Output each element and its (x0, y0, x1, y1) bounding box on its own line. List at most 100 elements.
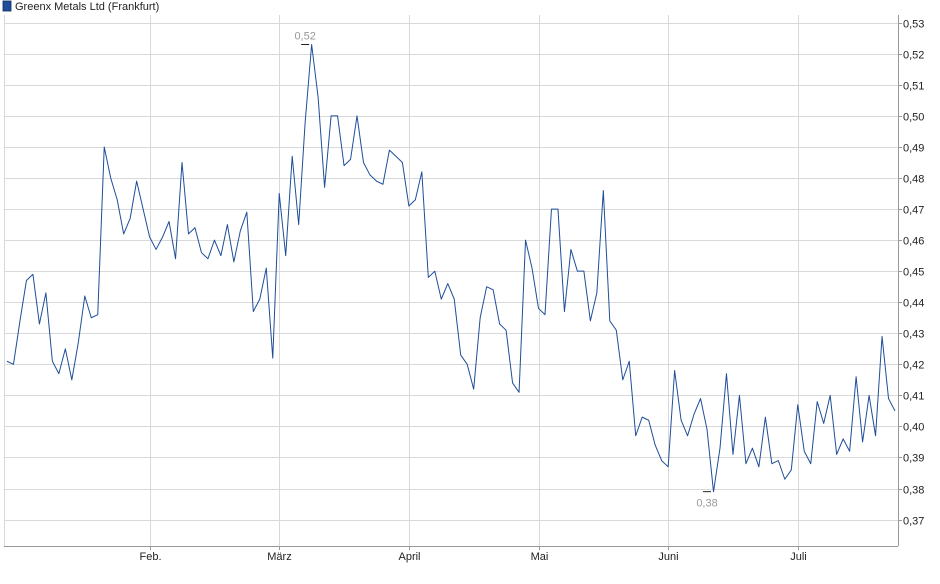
data-point (65, 348, 66, 349)
data-point (207, 258, 208, 259)
data-point (318, 97, 319, 98)
data-point (635, 435, 636, 436)
data-point (894, 410, 895, 411)
data-point (499, 323, 500, 324)
data-point (240, 230, 241, 231)
data-point (6, 361, 7, 362)
data-point (836, 454, 837, 455)
data-point (324, 187, 325, 188)
data-point (551, 208, 552, 209)
data-point (428, 277, 429, 278)
plot-frame (4, 15, 899, 547)
data-point (441, 299, 442, 300)
data-point (91, 317, 92, 318)
price-line (6, 44, 896, 493)
data-point (395, 156, 396, 157)
data-point (376, 181, 377, 182)
data-point (817, 401, 818, 402)
data-point (155, 249, 156, 250)
y-tick-label: 0,48 (903, 174, 924, 186)
y-tick-label: 0,40 (903, 422, 924, 434)
data-point (830, 395, 831, 396)
data-point (674, 370, 675, 371)
data-point (19, 320, 20, 321)
data-point (758, 466, 759, 467)
data-point (227, 224, 228, 225)
data-point (201, 252, 202, 253)
data-point (45, 292, 46, 293)
data-point (233, 261, 234, 262)
data-point (13, 364, 14, 365)
data-point (266, 267, 267, 268)
data-point (888, 398, 889, 399)
data-point (78, 342, 79, 343)
y-tick-label: 0,51 (903, 81, 924, 93)
data-point (454, 299, 455, 300)
data-point (531, 267, 532, 268)
data-point (162, 236, 163, 237)
y-tick-label: 0,46 (903, 236, 924, 248)
max-label: 0,52 (294, 31, 315, 43)
data-point (259, 299, 260, 300)
data-point (84, 295, 85, 296)
data-point (32, 274, 33, 275)
data-point (719, 448, 720, 449)
y-tick-label: 0,38 (903, 485, 924, 497)
data-point (868, 395, 869, 396)
annotations: 0,52 0,38 (294, 31, 717, 510)
data-point (577, 271, 578, 272)
data-point (687, 435, 688, 436)
data-point (110, 177, 111, 178)
data-point (726, 373, 727, 374)
data-point (168, 221, 169, 222)
y-tick-label: 0,42 (903, 360, 924, 372)
data-point (117, 199, 118, 200)
data-point (881, 336, 882, 337)
data-point (810, 463, 811, 464)
data-point (52, 361, 53, 362)
data-point (220, 255, 221, 256)
legend: Greenx Metals Ltd (Frankfurt) (2, 0, 159, 13)
data-point (311, 44, 312, 45)
data-point (603, 190, 604, 191)
data-point (58, 373, 59, 374)
data-point (681, 420, 682, 421)
x-tick-label: Mai (531, 551, 549, 563)
data-point (343, 165, 344, 166)
data-point (382, 184, 383, 185)
data-point (713, 491, 714, 492)
data-point (875, 435, 876, 436)
data-point (493, 289, 494, 290)
y-tick-label: 0,49 (903, 143, 924, 155)
data-point (26, 280, 27, 281)
y-tick-label: 0,39 (903, 453, 924, 465)
data-point (188, 233, 189, 234)
data-point (143, 208, 144, 209)
data-point (285, 255, 286, 256)
data-point (408, 205, 409, 206)
data-point (305, 122, 306, 123)
data-point (843, 438, 844, 439)
y-tick-label: 0,47 (903, 205, 924, 217)
y-tick-label: 0,45 (903, 267, 924, 279)
data-point (557, 208, 558, 209)
data-point (732, 454, 733, 455)
data-point (356, 115, 357, 116)
data-point (279, 193, 280, 194)
data-point (97, 314, 98, 315)
data-point (797, 404, 798, 405)
data-point (434, 271, 435, 272)
y-tick-label: 0,44 (903, 298, 924, 310)
data-point (570, 249, 571, 250)
data-point (791, 469, 792, 470)
data-point (622, 379, 623, 380)
data-point (473, 389, 474, 390)
data-point (39, 323, 40, 324)
x-tick-label: April (398, 551, 420, 563)
data-point (784, 479, 785, 480)
y-tick-label: 0,37 (903, 516, 924, 528)
x-tick-label: Feb. (139, 551, 161, 563)
data-point (467, 364, 468, 365)
